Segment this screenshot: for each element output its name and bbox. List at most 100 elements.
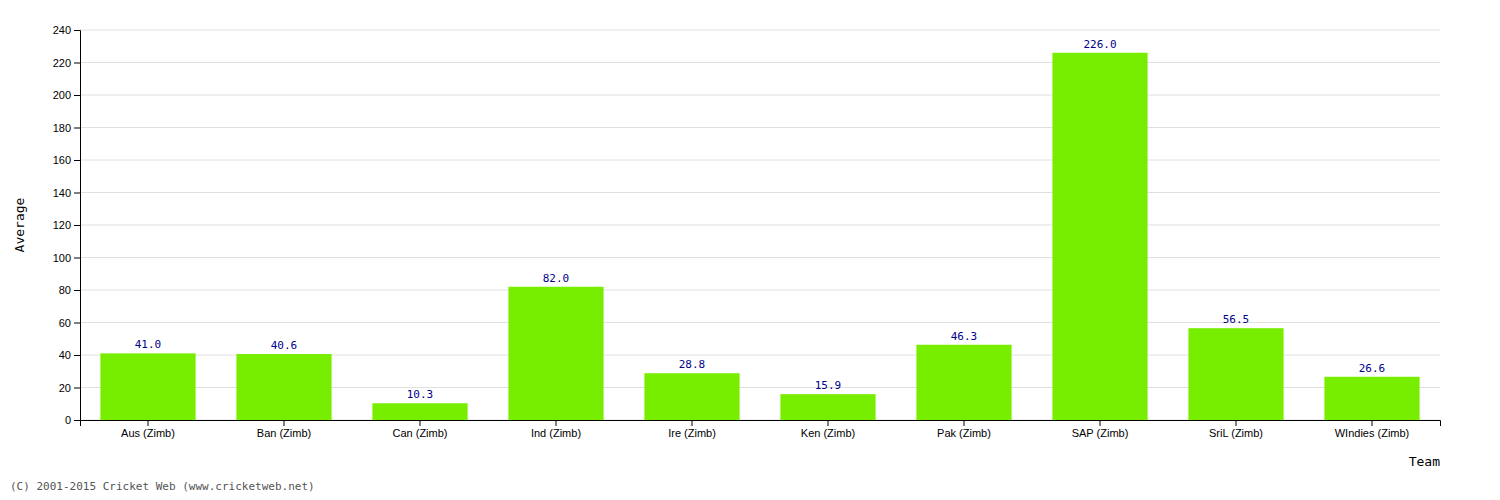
data-label: 10.3 xyxy=(407,388,434,401)
data-label: 26.6 xyxy=(1359,362,1386,375)
tick-mark xyxy=(74,63,80,64)
tick-mark xyxy=(692,420,693,426)
tick-label: Can (Zimb) xyxy=(392,427,447,439)
grid-line xyxy=(80,62,1440,63)
bar xyxy=(372,403,467,420)
tick-mark xyxy=(420,420,421,426)
data-label: 15.9 xyxy=(815,379,842,392)
tick-mark xyxy=(74,193,80,194)
bar xyxy=(100,353,195,420)
tick: SriL (Zimb) xyxy=(1209,420,1263,439)
tick: 120 xyxy=(53,219,80,231)
data-label: 226.0 xyxy=(1083,38,1116,51)
grid-line xyxy=(80,127,1440,128)
tick-label: 240 xyxy=(53,24,71,36)
tick: Ken (Zimb) xyxy=(801,420,855,439)
annotation: (C) 2001-2015 Cricket Web (www.cricketwe… xyxy=(10,480,315,493)
tick-label: Ire (Zimb) xyxy=(668,427,716,439)
tick: Aus (Zimb) xyxy=(121,420,175,439)
data-label: 56.5 xyxy=(1223,313,1250,326)
bar xyxy=(1324,377,1419,420)
chart-container: 0 20 40 60 80 100 120 140 160 180 200 220 240 Aus (Zi… xyxy=(0,0,1500,500)
tick: SAP (Zimb) xyxy=(1072,420,1129,439)
tick-label: Ken (Zimb) xyxy=(801,427,855,439)
tick-label: Ind (Zimb) xyxy=(531,427,581,439)
y-axis: 0 20 40 60 80 100 120 140 160 180 200 220 240 xyxy=(53,24,81,426)
tick: 20 xyxy=(59,382,80,394)
tick: Ire (Zimb) xyxy=(668,420,716,439)
bar xyxy=(780,394,875,420)
tick-mark xyxy=(964,420,965,426)
axis-line xyxy=(74,31,81,421)
bar xyxy=(1188,328,1283,420)
tick-label: 0 xyxy=(65,414,71,426)
tick-label: 40 xyxy=(59,349,71,361)
grid-line xyxy=(80,257,1440,258)
tick: Pak (Zimb) xyxy=(937,420,991,439)
y-axis-title: Average xyxy=(12,197,27,252)
tick-label: Pak (Zimb) xyxy=(937,427,991,439)
tick: 100 xyxy=(53,252,80,264)
chart: 0 20 40 60 80 100 120 140 160 180 200 220 240 Aus (Zi… xyxy=(0,0,1500,500)
x-axis-title: Team xyxy=(1409,454,1440,469)
grid-line xyxy=(80,95,1440,96)
tick-label: 100 xyxy=(53,252,71,264)
grid-line xyxy=(80,160,1440,161)
tick-label: 220 xyxy=(53,57,71,69)
tick: Ind (Zimb) xyxy=(531,420,581,439)
tick: 200 xyxy=(53,89,80,101)
tick: 240 xyxy=(53,24,80,36)
tick-label: SriL (Zimb) xyxy=(1209,427,1263,439)
tick-mark xyxy=(74,95,80,96)
tick-mark xyxy=(148,420,149,426)
grid-line xyxy=(80,192,1440,193)
tick: 40 xyxy=(59,349,80,361)
grid-line xyxy=(80,225,1440,226)
tick-label: 120 xyxy=(53,219,71,231)
tick: 80 xyxy=(59,284,80,296)
data-label: 46.3 xyxy=(951,330,978,343)
tick: 0 xyxy=(65,414,80,426)
tick-label: 140 xyxy=(53,187,71,199)
tick-label: Ban (Zimb) xyxy=(257,427,311,439)
tick-mark xyxy=(1100,420,1101,426)
data-labels: 41.040.610.382.028.815.946.3226.056.526.… xyxy=(135,38,1386,402)
tick: 140 xyxy=(53,187,80,199)
tick-mark xyxy=(1372,420,1373,426)
tick-mark xyxy=(74,225,80,226)
tick-label: 60 xyxy=(59,317,71,329)
tick-label: 80 xyxy=(59,284,71,296)
tick-mark xyxy=(74,388,80,389)
x-axis: Aus (Zimb) Ban (Zimb) Can (Zimb) Ind (Zimb)… xyxy=(81,420,1441,439)
axis-line xyxy=(81,421,1441,427)
tick: WIndies (Zimb) xyxy=(1335,420,1410,439)
data-label: 41.0 xyxy=(135,338,162,351)
grid-line xyxy=(80,290,1440,291)
grid xyxy=(80,30,1440,420)
bar xyxy=(1052,53,1147,420)
tick: 220 xyxy=(53,57,80,69)
tick-mark xyxy=(284,420,285,426)
tick: 60 xyxy=(59,317,80,329)
tick-mark xyxy=(74,420,80,421)
data-label: 40.6 xyxy=(271,339,298,352)
tick-mark xyxy=(74,30,80,31)
tick-mark xyxy=(74,258,80,259)
plot: 0 20 40 60 80 100 120 140 160 180 200 220 240 Aus (Zi… xyxy=(53,24,1441,439)
bar xyxy=(916,345,1011,420)
tick-label: 200 xyxy=(53,89,71,101)
tick-mark xyxy=(74,323,80,324)
tick-mark xyxy=(1236,420,1237,426)
grid-line xyxy=(80,30,1440,31)
tick-mark xyxy=(74,355,80,356)
tick-mark xyxy=(74,160,80,161)
tick-label: WIndies (Zimb) xyxy=(1335,427,1410,439)
tick: Ban (Zimb) xyxy=(257,420,311,439)
bar xyxy=(508,287,603,420)
tick-mark xyxy=(74,128,80,129)
tick-label: Aus (Zimb) xyxy=(121,427,175,439)
data-label: 82.0 xyxy=(543,272,570,285)
bar xyxy=(236,354,331,420)
tick-label: 160 xyxy=(53,154,71,166)
tick-label: 180 xyxy=(53,122,71,134)
